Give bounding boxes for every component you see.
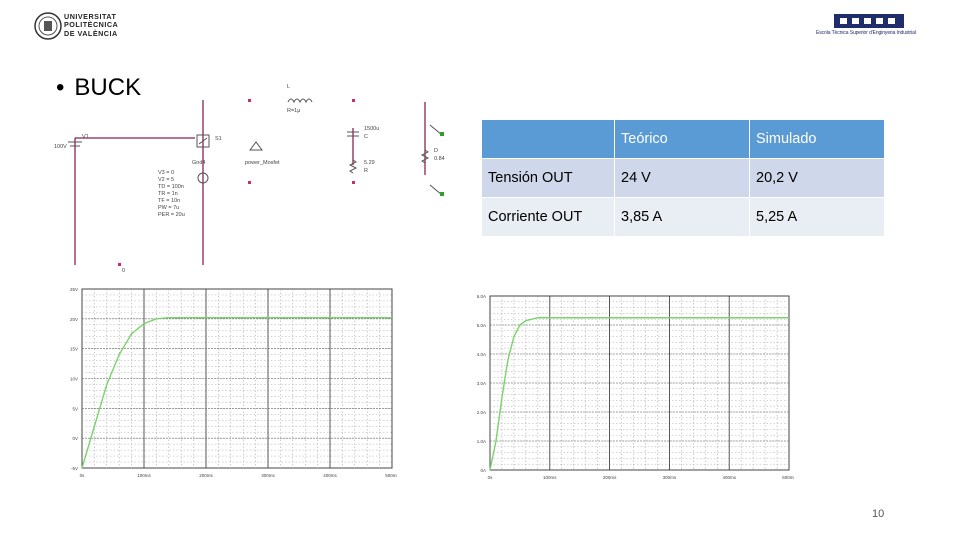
schematic-label: C <box>364 134 368 140</box>
university-seal-icon <box>34 12 62 40</box>
y-tick-label: 0A <box>480 468 486 473</box>
upv-logo: UNIVERSITAT POLITÈCNICA DE VALÈNCIA <box>34 12 124 42</box>
results-table: Teórico Simulado Tensión OUT 24 V 20,2 V… <box>481 119 885 237</box>
schematic-label: Gnd4 <box>192 160 205 166</box>
y-tick-label: 15V <box>70 347 78 352</box>
y-tick-label: 5.0A <box>477 323 486 328</box>
schematic-label: 100V <box>54 144 67 150</box>
plot-frame <box>489 295 790 471</box>
x-tick-label: 300ms <box>261 473 275 478</box>
school-logo: Escola Tècnica Superior d'Enginyeria Ind… <box>816 12 926 40</box>
series-line <box>489 317 789 471</box>
x-tick-label: 400ms <box>323 473 337 478</box>
y-tick-label: -5V <box>71 466 78 471</box>
university-line-3: DE VALÈNCIA <box>64 28 118 38</box>
y-tick-label: 6.0A <box>477 294 486 299</box>
current-chart: 0s 100ms 200ms 300ms 400ms 500ms 6.0A 5.0A 4.0A 3… <box>477 294 794 480</box>
simulado-value: 5,25 A <box>749 197 885 237</box>
schematic-label: power_Mosfet <box>245 160 280 166</box>
schematic-label: 5.29 <box>364 160 375 166</box>
x-tick-label: 300ms <box>663 475 677 480</box>
schematic-label: TD = 100n <box>158 184 184 190</box>
table-row: Corriente OUT 3,85 A 5,25 A <box>481 197 885 237</box>
schematic-label: TR = 1n <box>158 191 178 197</box>
university-name: UNIVERSITAT POLITÈCNICA DE VALÈNCIA <box>64 12 119 38</box>
x-tick-label: 400ms <box>722 475 736 480</box>
schematic-label: R <box>364 168 368 174</box>
y-tick-label: 4.0A <box>477 352 486 357</box>
schematic-label: 0.84 <box>434 156 445 162</box>
schematic-label: PER = 20u <box>158 212 185 218</box>
x-tick-label: 0s <box>488 475 494 480</box>
schematic-label: R=1μ <box>287 108 300 114</box>
y-tick-label: 20V <box>70 317 78 322</box>
schematic-label: S1 <box>215 136 222 142</box>
page-number: 10 <box>872 508 885 520</box>
schematic-label: 1500u <box>364 126 379 132</box>
x-tick-label: 100ms <box>543 475 557 480</box>
y-tick-label: 25V <box>70 287 78 292</box>
y-tick-label: 1.0A <box>477 439 486 444</box>
y-tick-label: 3.0A <box>477 381 486 386</box>
schematic-label: V3 = 0 <box>158 170 174 176</box>
schematic-label: D <box>434 148 438 154</box>
y-tick-label: 10V <box>70 377 78 382</box>
series-line <box>81 316 392 469</box>
slide-bullet-title: • BUCK <box>56 74 141 102</box>
x-tick-label: 200ms <box>603 475 617 480</box>
row-label: Corriente OUT <box>481 197 615 237</box>
table-row: Tensión OUT 24 V 20,2 V <box>481 158 885 198</box>
x-tick-label: 500ms <box>385 473 397 478</box>
teorico-value: 3,85 A <box>614 197 750 237</box>
x-tick-label: 500ms <box>782 475 794 480</box>
teorico-value: 24 V <box>614 158 750 198</box>
x-tick-label: 0s <box>80 473 86 478</box>
schematic-label: V2 = 5 <box>158 177 174 183</box>
simulado-value: 20,2 V <box>749 158 885 198</box>
y-tick-label: 2.0A <box>477 410 486 415</box>
buck-schematic: L R=1μ V1 100V S1 Gnd4 power_Mosfet 1500… <box>54 84 445 274</box>
x-tick-label: 100ms <box>137 473 151 478</box>
table-header-cell: Simulado <box>749 119 885 159</box>
voltage-chart: 0s 100ms 200ms 300ms 400ms 500ms 25V 20V 15V 10V 5… <box>70 287 397 478</box>
x-tick-label: 200ms <box>199 473 213 478</box>
university-line-2: POLITÈCNICA <box>64 20 119 30</box>
school-name: Escola Tècnica Superior d'Enginyeria Ind… <box>816 30 916 36</box>
schematic-label: 0 <box>122 268 125 274</box>
university-line-1: UNIVERSITAT <box>64 12 117 21</box>
schematic-label: L <box>287 84 290 90</box>
school-building-icon <box>840 18 895 24</box>
y-tick-label: 0V <box>72 436 78 441</box>
table-header-cell <box>481 119 615 159</box>
bullet-icon: • <box>56 74 65 101</box>
schematic-label: PW = 7u <box>158 205 179 211</box>
slide-title-text: BUCK <box>74 74 142 101</box>
table-header-row: Teórico Simulado <box>481 119 885 159</box>
row-label: Tensión OUT <box>481 158 615 198</box>
y-tick-label: 5V <box>72 406 78 411</box>
table-header-cell: Teórico <box>614 119 750 159</box>
school-logo-bar <box>834 14 904 28</box>
schematic-label: V1 <box>82 134 89 140</box>
schematic-label: TF = 10n <box>158 198 180 204</box>
